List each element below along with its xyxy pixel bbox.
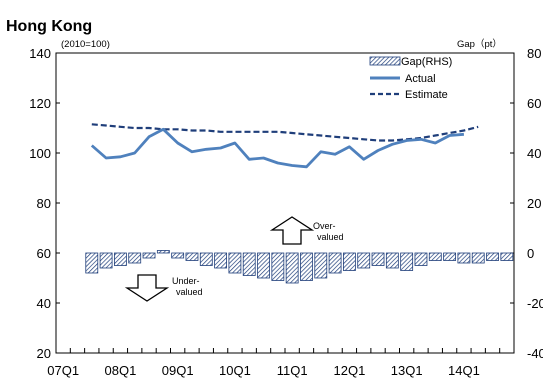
gap-bar <box>128 252 142 264</box>
right-tick-label: 60 <box>527 96 541 111</box>
legend-actual-label: Actual <box>405 73 436 85</box>
x-tick-label: 08Q1 <box>105 363 137 378</box>
gap-bar <box>142 252 156 259</box>
right-tick-label: 40 <box>527 146 541 161</box>
gap-bar <box>156 250 170 254</box>
gap-bar <box>300 252 313 281</box>
line-series <box>90 123 479 169</box>
gap-bar <box>285 252 299 284</box>
gap-bar <box>214 252 228 269</box>
gap-bar <box>400 252 414 271</box>
legend-estimate-label: Estimate <box>405 89 448 101</box>
gap-bar <box>228 252 242 274</box>
left-tick-label: 60 <box>37 246 51 261</box>
x-axis: 07Q1 08Q1 09Q1 10Q1 11Q1 12Q1 13Q1 14Q1 <box>47 348 515 378</box>
gap-bar <box>428 252 442 261</box>
left-tick-label: 80 <box>37 196 51 211</box>
gap-bar <box>357 252 371 269</box>
undervalued-annotation: Under- valued <box>124 274 203 302</box>
right-tick-label: 80 <box>527 46 541 61</box>
left-tick-label: 140 <box>29 46 51 61</box>
right-tick-label: -40 <box>527 346 543 361</box>
overvalued-label-line2: valued <box>317 232 344 242</box>
down-arrow-icon <box>124 274 170 302</box>
gap-bar <box>342 252 356 271</box>
undervalued-label-line1: Under- <box>172 276 200 286</box>
right-tick-label: 0 <box>527 246 534 261</box>
x-tick-label: 07Q1 <box>47 363 79 378</box>
gap-bar <box>385 252 399 269</box>
gap-bar <box>113 252 127 266</box>
gap-bar <box>99 252 113 269</box>
undervalued-label-line2: valued <box>176 287 203 297</box>
x-tick-label: 13Q1 <box>391 363 423 378</box>
x-tick-label: 12Q1 <box>334 363 366 378</box>
right-tick-label: -20 <box>527 296 543 311</box>
left-tick-label: 20 <box>37 346 51 361</box>
gap-bar <box>171 252 185 259</box>
x-tick-label: 09Q1 <box>162 363 194 378</box>
overvalued-label-line1: Over- <box>313 221 336 231</box>
left-axis: 20 40 60 80 100 120 140 <box>29 46 60 361</box>
x-tick-label: 14Q1 <box>448 363 480 378</box>
gap-bar <box>185 252 199 261</box>
left-axis-unit: (2010=100) <box>61 39 110 50</box>
gap-bar <box>199 252 213 266</box>
gap-bar <box>328 252 342 274</box>
gap-bar <box>85 252 99 274</box>
estimate-line <box>91 123 479 142</box>
legend-gap-swatch <box>369 56 401 66</box>
gap-bar <box>457 252 471 264</box>
left-tick-label: 100 <box>29 146 51 161</box>
gap-bar <box>500 252 514 261</box>
legend-gap-label: Gap(RHS) <box>401 56 452 68</box>
gap-bar <box>314 252 328 279</box>
gap-bar <box>486 252 499 261</box>
actual-line <box>90 127 465 169</box>
chart-title: Hong Kong <box>6 18 92 35</box>
gap-bar <box>242 252 256 276</box>
gap-bar <box>371 252 385 266</box>
legend: Gap(RHS) Actual Estimate <box>369 56 452 101</box>
up-arrow-icon <box>269 216 315 245</box>
overvalued-annotation: Over- valued <box>269 216 344 245</box>
right-axis-unit: Gap（pt） <box>457 38 502 50</box>
x-tick-label: 11Q1 <box>277 363 308 378</box>
gap-bar <box>443 252 457 261</box>
gap-bar-series <box>85 250 514 284</box>
right-axis: -40 -20 0 20 40 60 80 <box>510 46 543 361</box>
left-tick-label: 40 <box>37 296 51 311</box>
gap-bar <box>471 252 485 264</box>
gap-bar <box>271 252 285 281</box>
left-tick-label: 120 <box>29 96 51 111</box>
x-tick-label: 10Q1 <box>219 363 251 378</box>
gap-bar <box>257 252 270 279</box>
gap-bar <box>414 252 428 266</box>
right-tick-label: 20 <box>527 196 541 211</box>
